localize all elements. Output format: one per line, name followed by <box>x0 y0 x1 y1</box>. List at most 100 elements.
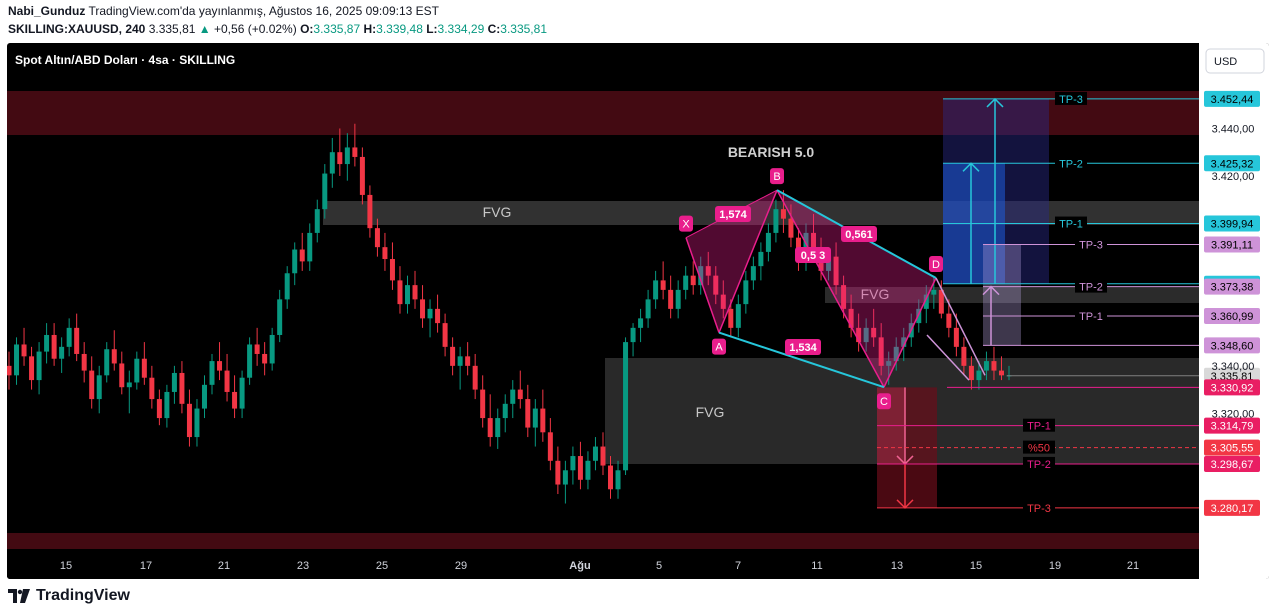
candle-body[interactable] <box>314 209 320 233</box>
candle-body[interactable] <box>299 249 305 262</box>
candle-body[interactable] <box>164 391 170 419</box>
candle-body[interactable] <box>630 327 636 343</box>
candle-body[interactable] <box>901 337 907 347</box>
candle-body[interactable] <box>51 334 57 359</box>
candle-body[interactable] <box>623 342 629 471</box>
candle-body[interactable] <box>570 456 576 471</box>
candle-body[interactable] <box>465 356 471 366</box>
candle-body[interactable] <box>758 251 764 267</box>
candle-body[interactable] <box>592 446 598 461</box>
candle-body[interactable] <box>337 152 343 165</box>
candle-body[interactable] <box>224 370 230 392</box>
candle-body[interactable] <box>547 432 553 461</box>
candle-body[interactable] <box>29 356 35 381</box>
candle-body[interactable] <box>284 273 290 300</box>
candle-body[interactable] <box>322 173 328 210</box>
candle-body[interactable] <box>735 304 741 328</box>
candle-body[interactable] <box>359 156 365 195</box>
candle-body[interactable] <box>59 346 65 359</box>
candle-body[interactable] <box>74 327 80 354</box>
candle-body[interactable] <box>217 361 223 371</box>
candle-body[interactable] <box>374 228 380 248</box>
candle-body[interactable] <box>750 266 756 281</box>
candle-body[interactable] <box>435 308 441 324</box>
candle-body[interactable] <box>450 346 456 366</box>
candle-body[interactable] <box>916 308 922 324</box>
candle-body[interactable] <box>14 344 20 376</box>
chart-area[interactable]: FVG FVG FVG X A B C D 1,574 0,561 0,5 3 1,534 BEARIS… <box>7 43 1269 579</box>
candle-body[interactable] <box>705 266 711 276</box>
candle-body[interactable] <box>668 289 674 309</box>
price-chart[interactable]: FVG FVG FVG X A B C D 1,574 0,561 0,5 3 1,534 BEARIS… <box>7 43 1269 579</box>
candle-body[interactable] <box>352 147 358 157</box>
candle-body[interactable] <box>600 446 606 466</box>
candle-body[interactable] <box>480 389 486 419</box>
candle-body[interactable] <box>577 456 583 480</box>
candle-body[interactable] <box>36 351 42 381</box>
candle-body[interactable] <box>743 280 749 305</box>
candle-body[interactable] <box>608 465 614 490</box>
candle-body[interactable] <box>141 358 147 378</box>
candle-body[interactable] <box>179 372 185 404</box>
candle-body[interactable] <box>938 289 944 314</box>
candle-body[interactable] <box>367 194 373 229</box>
candle-body[interactable] <box>886 361 892 366</box>
candle-body[interactable] <box>660 280 666 290</box>
candle-body[interactable] <box>998 370 1004 376</box>
candle-body[interactable] <box>344 147 350 165</box>
candle-body[interactable] <box>21 344 27 357</box>
candle-body[interactable] <box>848 308 854 328</box>
candle-body[interactable] <box>675 289 681 309</box>
candle-body[interactable] <box>765 232 771 252</box>
candle-body[interactable] <box>44 334 50 352</box>
candle-body[interactable] <box>427 308 433 319</box>
candle-body[interactable] <box>412 285 418 300</box>
candle-body[interactable] <box>104 349 110 376</box>
candle-body[interactable] <box>517 389 523 400</box>
candle-body[interactable] <box>525 399 531 428</box>
candle-body[interactable] <box>780 209 786 219</box>
candle-body[interactable] <box>638 318 644 328</box>
candle-body[interactable] <box>194 408 200 438</box>
candle-body[interactable] <box>698 266 704 286</box>
candle-body[interactable] <box>119 363 125 388</box>
candle-body[interactable] <box>931 289 937 295</box>
candle-body[interactable] <box>389 259 395 281</box>
candle-body[interactable] <box>585 460 591 480</box>
candle-body[interactable] <box>555 460 561 485</box>
candle-body[interactable] <box>502 403 508 419</box>
candle-body[interactable] <box>149 377 155 400</box>
candle-body[interactable] <box>262 353 268 364</box>
candle-body[interactable] <box>397 280 403 305</box>
candle-body[interactable] <box>247 344 253 378</box>
candle-body[interactable] <box>420 299 426 319</box>
candle-body[interactable] <box>81 353 87 371</box>
candle-body[interactable] <box>863 327 869 343</box>
candle-body[interactable] <box>495 418 501 438</box>
candle-body[interactable] <box>442 323 448 347</box>
candle-body[interactable] <box>156 399 162 419</box>
candle-body[interactable] <box>788 218 794 238</box>
candle-body[interactable] <box>615 470 621 490</box>
candle-body[interactable] <box>961 346 967 366</box>
candle-body[interactable] <box>134 358 140 383</box>
candle-body[interactable] <box>186 403 192 438</box>
candle-body[interactable] <box>690 275 696 286</box>
candle-body[interactable] <box>826 256 832 271</box>
candle-body[interactable] <box>269 334 275 364</box>
candle-body[interactable] <box>239 377 245 409</box>
candle-body[interactable] <box>923 294 929 309</box>
candle-body[interactable] <box>232 391 238 409</box>
candle-body[interactable] <box>382 247 388 260</box>
candle-body[interactable] <box>292 249 298 274</box>
currency-button[interactable] <box>1205 48 1265 74</box>
candle-body[interactable] <box>968 365 974 381</box>
candle-body[interactable] <box>126 382 132 388</box>
candle-body[interactable] <box>720 294 726 309</box>
candle-body[interactable] <box>540 408 546 433</box>
candle-body[interactable] <box>111 349 117 364</box>
candle-body[interactable] <box>201 384 207 409</box>
candle-body[interactable] <box>976 370 982 381</box>
candle-body[interactable] <box>841 285 847 309</box>
candle-body[interactable] <box>329 152 335 174</box>
